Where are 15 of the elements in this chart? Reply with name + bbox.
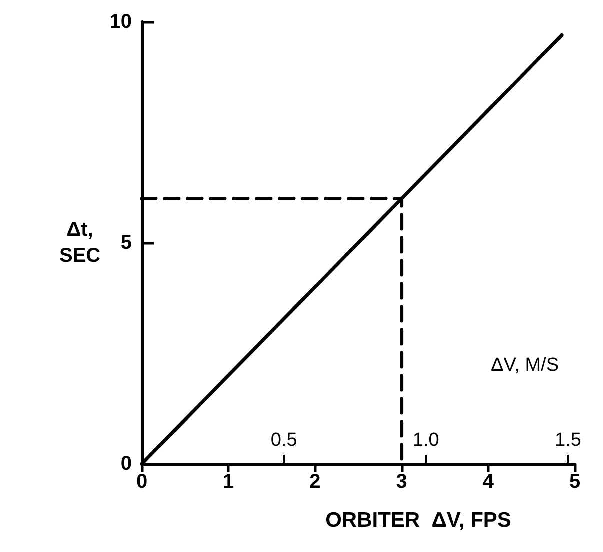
x-tick-label: 0 [136,471,148,493]
x-tick-label: 1 [223,471,234,493]
x-tick-label: 2 [310,471,321,493]
x2-tick-label: 1.0 [412,430,440,451]
x-tick-label: 3 [396,471,408,493]
y-tick-label: 5 [120,232,132,254]
y-tick-label: 10 [110,11,132,33]
x2-tick-label: 1.5 [554,430,582,451]
x2-axis-title: ΔV, M/S [491,355,560,376]
y-axis-title: Δt, SEC [59,219,101,267]
x-axis-title: ORBITER ΔV, FPS [326,509,512,532]
x2-tick-label: 0.5 [270,430,298,451]
x-tick-label: 5 [569,471,581,493]
x-tick-label: 4 [482,471,495,493]
y-tick-label: 0 [120,453,132,475]
